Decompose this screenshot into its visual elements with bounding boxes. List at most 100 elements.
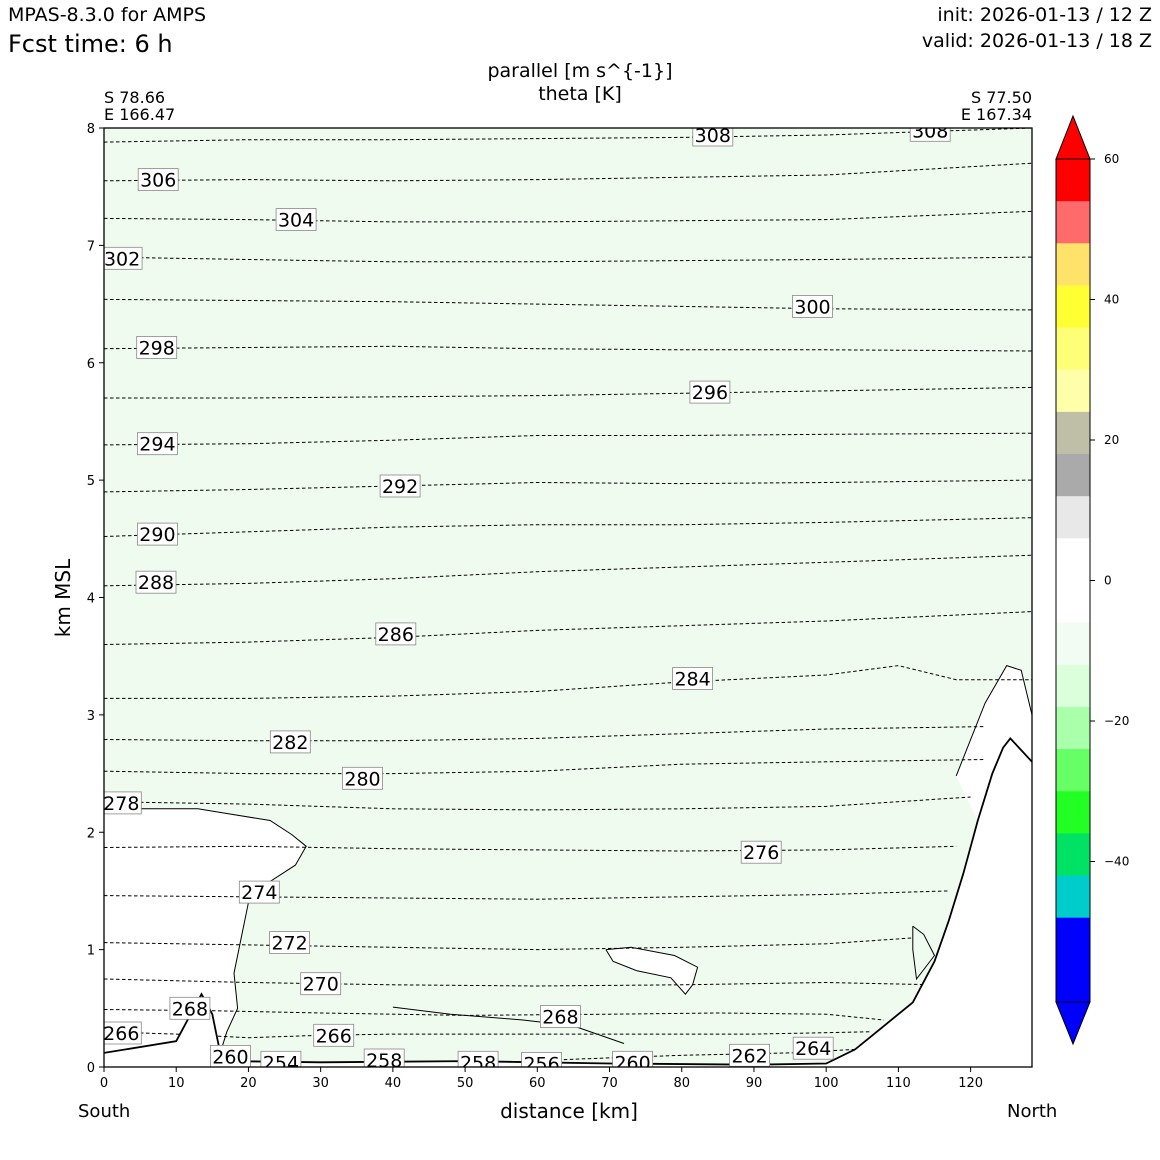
theta-label-text: 262 [731,1045,767,1067]
theta-label-17: 276 [740,840,782,864]
x-tick-label: 10 [168,1076,185,1091]
colorbar-cell-8 [1056,496,1090,539]
theta-contour-270 [104,978,935,987]
theta-label-9: 292 [379,474,421,498]
theta-label-0: 308 [692,125,734,147]
north-label: North [1007,1101,1058,1122]
theta-label-text: 258 [460,1052,496,1074]
x-axis-label: distance [km] [500,1099,638,1123]
theta-label-22: 268 [540,1005,581,1029]
theta-contour-278 [104,796,971,811]
theta-contour-282 [104,726,986,742]
theta-label-text: 284 [674,669,710,691]
x-tick-label: 120 [958,1076,983,1091]
theta-contour-268 [104,1009,885,1021]
left-endpoint-lon: E 166.47 [104,105,176,124]
theta-label-text: 290 [139,524,175,546]
x-tick-label: 60 [529,1076,546,1091]
colorbar-cell-10 [1056,580,1090,624]
colorbar-cell-3 [1056,285,1090,329]
colorbar-cell-7 [1056,454,1090,497]
colorbar-cell-4 [1056,327,1090,371]
init-time: init: 2026-01-13 / 12 Z [937,4,1152,26]
theta-contour-298 [104,345,1032,352]
colorbar-tick-label: −20 [1104,714,1129,728]
parallel-zero-contour-1 [605,946,699,995]
parallel-zero-contour-4 [912,925,936,981]
colorbar-cell-18 [1056,917,1090,961]
theta-label-12: 286 [375,622,417,646]
axes-layer: 0 10 20 30 40 50 60 70 80 90 100 110 120 0 1 2 3 4 5 6 7 8 [87,122,983,1091]
colorbar-cell-9 [1056,538,1090,581]
y-tick-label: 5 [87,474,95,489]
x-tick-label: 90 [746,1076,763,1091]
x-tick-label: 20 [240,1076,257,1091]
y-axis-label: km MSL [51,558,75,638]
theta-contour-308 [104,128,1032,143]
parallel-wind-shading [104,128,1032,1067]
left-endpoint-lat: S 78.66 [104,88,166,107]
x-tick-label: 50 [457,1076,474,1091]
theta-contour-304 [104,210,1032,223]
y-tick-label: 4 [87,592,95,607]
colorbar-cell-0 [1056,159,1090,202]
chart-title-theta: theta [K] [538,83,622,105]
y-tick-label: 7 [87,239,95,254]
theta-contour-286 [104,611,1032,645]
terrain-fill [104,738,1032,1067]
terrain-line [104,737,1032,1066]
colorbar-tick-label: 60 [1104,152,1119,166]
colorbar-cell-17 [1056,875,1090,919]
theta-label-11: 288 [135,570,177,594]
theta-label-text: 282 [272,732,308,754]
theta-label-text: 300 [794,296,830,318]
colorbar-tick-label: 0 [1104,574,1112,588]
theta-label-text: 264 [795,1038,831,1060]
right-endpoint-lon: E 167.34 [960,105,1032,124]
theta-label-text: 308 [695,125,731,147]
theta-label-text: 268 [542,1007,578,1029]
theta-label-text: 258 [366,1050,402,1072]
chart-title-parallel: parallel [m s^{-1}] [487,60,673,82]
x-tick-label: 100 [814,1076,839,1091]
x-tick-label: 80 [673,1076,690,1091]
parallel-zero-contour-3 [955,664,1032,777]
theta-label-28: 260 [612,1050,653,1074]
colorbar-cell-6 [1056,411,1090,455]
y-tick-label: 2 [87,826,95,841]
y-tick-label: 3 [87,709,95,724]
theta-label-24: 266 [313,1023,355,1047]
theta-contour-296 [104,386,1032,399]
theta-label-18: 274 [238,880,280,904]
theta-label-text: 260 [614,1052,650,1074]
parallel-zero-contour-0 [104,808,307,1056]
colorbar-cell-11 [1056,622,1090,666]
theta-contour-306 [104,162,1032,182]
theta-contour-288 [104,554,1032,587]
valid-time: valid: 2026-01-13 / 18 Z [921,30,1152,52]
theta-label-7: 296 [689,380,731,404]
colorbar-tick-label: 20 [1104,433,1119,447]
theta-label-14: 282 [269,730,311,754]
y-tick-label: 0 [87,1061,95,1076]
theta-label-25: 264 [792,1036,834,1060]
x-tick-label: 30 [312,1076,329,1091]
theta-label-2: 306 [137,168,179,192]
y-tick-label: 1 [87,944,95,959]
theta-label-10: 290 [136,522,178,546]
theta-label-text: 306 [140,170,176,192]
theta-label-text: 292 [382,476,418,498]
colorbar-tick-label: −40 [1104,855,1129,869]
right-endpoint-lat: S 77.50 [970,88,1032,107]
near-zero-wind-slope [956,665,1032,821]
x-tick-label: 40 [385,1076,402,1091]
theta-label-text: 280 [344,768,380,790]
colorbar-cell-1 [1056,201,1090,244]
parallel-shading-layer [104,128,1032,1067]
theta-label-19: 272 [269,931,311,955]
colorbar-cell-12 [1056,664,1090,708]
theta-label-text: 254 [263,1052,299,1074]
colorbar-cell-13 [1056,706,1090,750]
theta-label-20: 270 [300,972,342,996]
